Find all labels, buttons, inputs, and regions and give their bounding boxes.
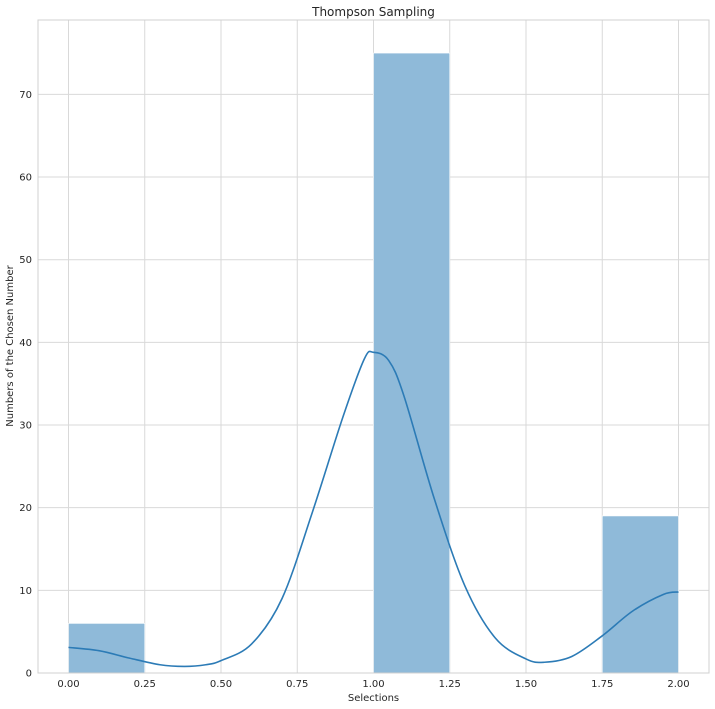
kde-line [68, 350, 679, 668]
x-tick-label: 2.00 [667, 679, 689, 690]
y-tick-labels: 0 10 20 30 40 50 60 70 [19, 90, 32, 680]
kde-layer [68, 350, 679, 668]
y-tick-label: 50 [19, 255, 32, 266]
x-tick-labels: 0.00 0.25 0.50 0.75 1.00 1.25 1.50 1.75 2.00 [57, 679, 689, 690]
chart-title: Thompson Sampling [311, 5, 435, 19]
y-tick-label: 20 [19, 503, 32, 514]
bar-layer [68, 52, 679, 674]
x-axis-label: Selections [348, 693, 399, 704]
y-tick-label: 40 [19, 338, 32, 349]
histogram-bar [373, 52, 451, 674]
y-tick-label: 30 [19, 421, 32, 432]
x-tick-label: 0.50 [210, 679, 232, 690]
x-tick-label: 1.50 [515, 679, 537, 690]
histogram-bar [601, 515, 679, 674]
plot-frame [37, 19, 710, 674]
y-tick-label: 70 [19, 90, 32, 101]
x-tick-label: 0.75 [286, 679, 308, 690]
y-tick-label: 60 [19, 173, 32, 184]
y-tick-label: 0 [26, 669, 32, 680]
x-tick-label: 1.75 [591, 679, 613, 690]
y-axis-label: Numbers of the Chosen Number [5, 264, 16, 426]
x-tick-label: 0.00 [57, 679, 79, 690]
y-tick-label: 10 [19, 586, 32, 597]
x-tick-label: 1.25 [439, 679, 461, 690]
x-tick-label: 1.00 [362, 679, 384, 690]
x-tick-label: 0.25 [134, 679, 156, 690]
